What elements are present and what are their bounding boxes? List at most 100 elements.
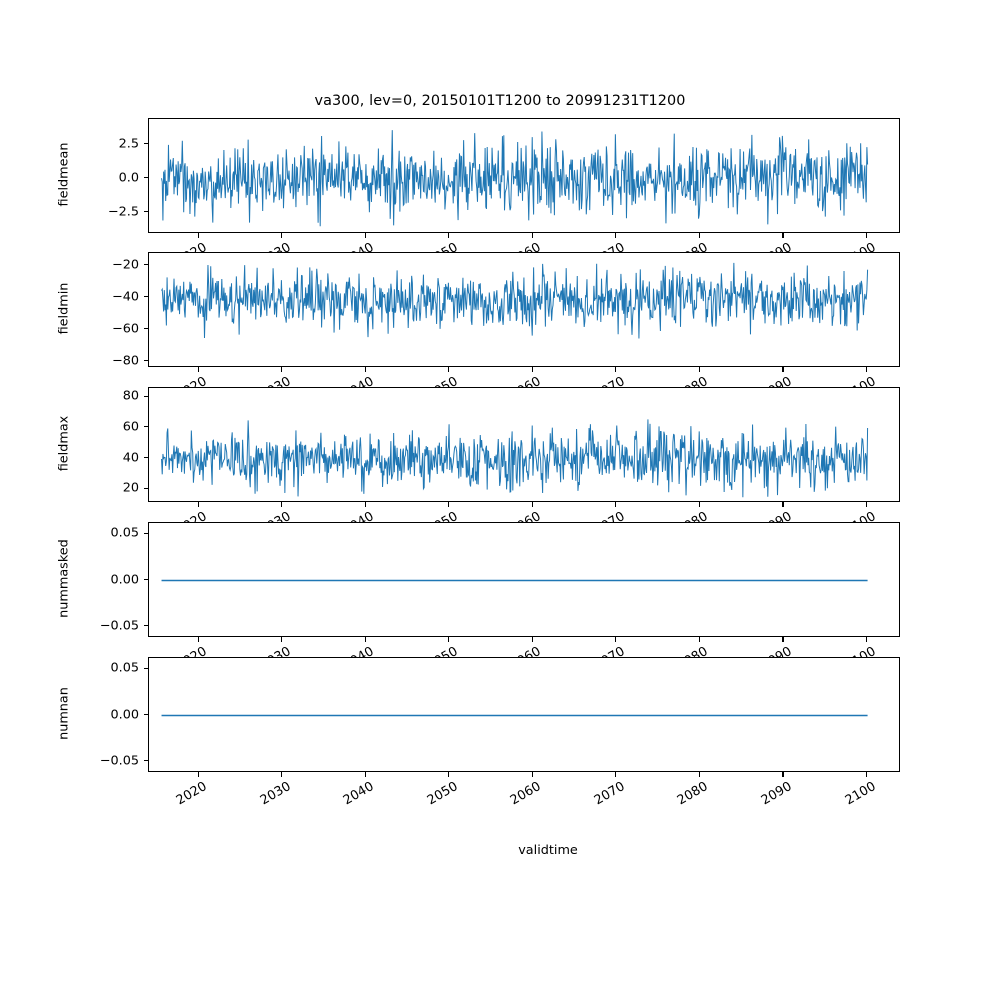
x-tick-mark <box>866 772 868 777</box>
x-tick-mark <box>448 367 450 372</box>
x-tick-mark <box>531 637 533 642</box>
y-tick-mark <box>143 760 148 762</box>
y-axis-label-fieldmin: fieldmin <box>56 282 72 334</box>
y-axis-label-nummasked: nummasked <box>56 538 72 618</box>
y-tick-label: −0.05 <box>99 618 139 634</box>
y-tick-mark <box>143 667 148 669</box>
x-tick-mark <box>531 233 533 238</box>
x-tick-mark <box>782 502 784 507</box>
series-canvas <box>161 419 869 498</box>
y-tick-label: 60 <box>122 419 139 435</box>
series-canvas <box>161 714 868 717</box>
x-tick-mark <box>364 637 366 642</box>
y-tick-mark <box>143 211 148 213</box>
y-tick-label: 2.5 <box>118 136 139 152</box>
x-tick-mark <box>281 637 283 642</box>
y-tick-label: 0.05 <box>110 525 140 541</box>
x-tick-mark <box>782 233 784 238</box>
x-tick-mark <box>698 502 700 507</box>
y-tick-label: 0.0 <box>118 170 139 186</box>
x-tick-mark <box>448 637 450 642</box>
y-tick-label: 40 <box>122 450 139 466</box>
x-tick-mark <box>782 772 784 777</box>
x-tick-label: 2100 <box>831 509 878 522</box>
subplot-fieldmax <box>148 387 900 502</box>
y-tick-mark <box>143 487 148 489</box>
x-tick-mark <box>615 367 617 372</box>
x-axis-label: validtime <box>518 843 578 858</box>
x-tick-mark <box>782 637 784 642</box>
y-tick-mark <box>143 296 148 298</box>
series-canvas <box>161 130 869 227</box>
x-tick-mark <box>281 772 283 777</box>
x-tick-mark <box>197 502 199 507</box>
y-tick-label: −60 <box>111 321 139 337</box>
y-axis-label-fieldmax: fieldmax <box>56 415 72 471</box>
subplot-nummasked <box>148 522 900 637</box>
x-tick-mark <box>866 502 868 507</box>
data-line-fieldmean <box>161 130 869 227</box>
x-tick-mark <box>197 772 199 777</box>
data-line-fieldmin <box>161 262 869 339</box>
x-tick-mark <box>615 502 617 507</box>
y-tick-label: 20 <box>122 480 139 496</box>
x-tick-mark <box>615 637 617 642</box>
y-tick-mark <box>143 625 148 627</box>
x-tick-mark <box>448 772 450 777</box>
x-tick-mark <box>197 637 199 642</box>
x-tick-mark <box>364 502 366 507</box>
y-tick-label: −40 <box>111 289 139 305</box>
x-tick-mark <box>698 637 700 642</box>
x-tick-label: 2100 <box>831 240 878 252</box>
x-tick-label-clip: 2100 <box>0 641 1000 657</box>
x-tick-mark <box>281 502 283 507</box>
y-tick-label: 0.00 <box>110 707 140 722</box>
x-tick-mark <box>364 772 366 777</box>
x-tick-mark <box>448 502 450 507</box>
y-axis-label-numnan: numnan <box>56 686 72 740</box>
x-tick-mark <box>866 233 868 238</box>
series-canvas <box>161 262 869 339</box>
data-line-fieldmax <box>161 419 869 498</box>
y-tick-mark <box>143 395 148 397</box>
subplot-fieldmin <box>148 252 900 367</box>
y-tick-label: 80 <box>122 388 139 404</box>
x-tick-label-clip: 2100 <box>0 371 1000 387</box>
y-tick-label: 0.05 <box>110 660 140 676</box>
x-tick-mark <box>615 772 617 777</box>
y-tick-label: −20 <box>111 257 139 273</box>
x-tick-mark <box>281 233 283 238</box>
x-tick-mark <box>281 367 283 372</box>
x-tick-mark <box>531 367 533 372</box>
subplot-numnan <box>148 657 900 772</box>
figure-title: va300, lev=0, 20150101T1200 to 20991231T… <box>314 93 686 109</box>
y-tick-mark <box>143 328 148 330</box>
x-tick-label-clip: 2100 <box>0 776 1000 836</box>
x-tick-mark <box>698 367 700 372</box>
x-tick-mark <box>866 367 868 372</box>
x-tick-label: 2100 <box>831 644 878 657</box>
y-tick-label: −80 <box>111 353 139 369</box>
x-tick-mark <box>698 233 700 238</box>
x-tick-mark <box>364 233 366 238</box>
x-tick-mark <box>197 367 199 372</box>
y-tick-mark <box>143 532 148 534</box>
y-tick-label: −0.05 <box>99 753 139 769</box>
x-tick-mark <box>531 772 533 777</box>
y-tick-mark <box>143 143 148 145</box>
y-axis-label-fieldmean: fieldmean <box>56 142 72 206</box>
y-tick-label: −2.5 <box>107 204 139 220</box>
x-tick-label-clip: 2100 <box>0 506 1000 522</box>
y-tick-mark <box>143 177 148 179</box>
series-canvas <box>161 579 868 582</box>
x-tick-mark <box>698 772 700 777</box>
x-tick-label-clip: 2100 <box>0 237 1000 252</box>
y-tick-mark <box>143 360 148 362</box>
x-tick-mark <box>197 233 199 238</box>
x-tick-mark <box>448 233 450 238</box>
y-tick-mark <box>143 264 148 266</box>
subplot-fieldmean <box>148 118 900 233</box>
x-tick-label: 2100 <box>831 374 878 387</box>
y-tick-mark <box>143 578 148 581</box>
